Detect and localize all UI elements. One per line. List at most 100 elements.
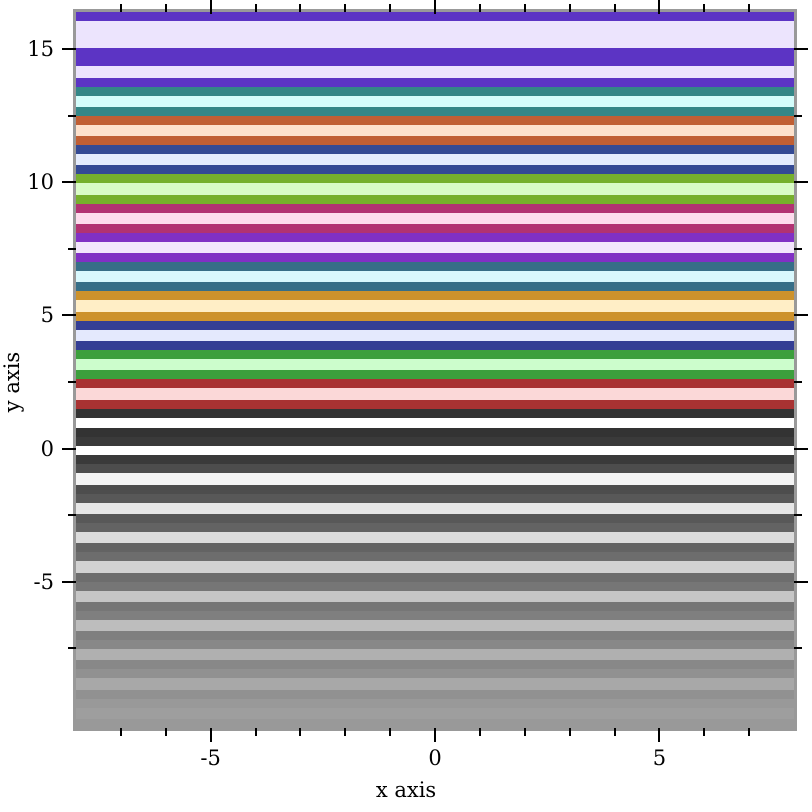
x-tick-minor-11 [748, 728, 751, 736]
x-tick-minor-9 [613, 728, 616, 736]
y-tick-minor-0 [68, 647, 76, 650]
x-tick-major-2 [658, 728, 661, 742]
x-tick-major-1 [434, 728, 436, 742]
y-tick-minor-right-3 [794, 247, 802, 250]
x-tick-minor-top-9 [613, 4, 616, 12]
band-edge-bottom-13 [76, 341, 794, 351]
band-edge-bottom-19 [76, 165, 794, 175]
band-edge-top-12 [76, 350, 794, 360]
band-9 [76, 436, 794, 465]
x-tick-minor-4 [344, 728, 347, 736]
x-tick-minor-top-5 [389, 4, 392, 12]
x-tick-major-top-1 [434, 0, 436, 14]
band-edge-bottom-17 [76, 223, 794, 233]
band-edge-bottom-10 [76, 427, 794, 437]
band-edge-top-10 [76, 408, 794, 418]
band-edge-bottom-9 [76, 455, 794, 465]
y-tick-major-right-2 [794, 314, 808, 317]
y-tick-label-3: 10 [27, 170, 54, 195]
band-edge-bottom-21 [76, 106, 794, 116]
y-tick-label-0: -5 [33, 569, 54, 594]
y-tick-major-0 [62, 580, 76, 583]
x-tick-minor-top-2 [254, 4, 257, 12]
band-edge-top-20 [76, 115, 794, 125]
band-edge-top-18 [76, 174, 794, 184]
band-edge-top-17 [76, 203, 794, 213]
band-edge-top-6 [76, 523, 794, 533]
band-19 [76, 145, 794, 175]
y-tick-major-right-0 [794, 580, 808, 583]
band-edge-top-2 [76, 640, 794, 650]
y-tick-minor-right-0 [794, 647, 802, 650]
band-edge-top-19 [76, 145, 794, 155]
x-tick-minor-0 [119, 728, 122, 736]
band-11 [76, 379, 794, 409]
band-edge-top-23 [76, 12, 794, 21]
band-2 [76, 640, 794, 670]
band-7 [76, 493, 794, 524]
band-edge-top-15 [76, 262, 794, 272]
x-tick-minor-7 [523, 728, 526, 736]
x-tick-minor-1 [164, 728, 167, 736]
band-22 [76, 57, 794, 87]
x-tick-minor-top-8 [568, 4, 571, 12]
y-tick-label-2: 5 [40, 303, 54, 328]
band-edge-bottom-14 [76, 311, 794, 321]
band-3 [76, 610, 794, 641]
band-4 [76, 581, 794, 611]
x-tick-minor-10 [703, 728, 706, 736]
y-tick-label-1: 0 [40, 436, 54, 461]
y-tick-minor-4 [68, 114, 76, 117]
band-10 [76, 408, 794, 437]
band-edge-bottom-2 [76, 660, 794, 670]
y-tick-minor-1 [68, 514, 76, 517]
band-edge-top-7 [76, 493, 794, 503]
axis-spine-right [794, 9, 797, 731]
band-20 [76, 115, 794, 146]
band-12 [76, 350, 794, 380]
x-tick-minor-top-7 [523, 4, 526, 12]
band-1 [76, 669, 794, 699]
band-8 [76, 464, 794, 494]
band-edge-bottom-6 [76, 543, 794, 553]
band-edge-bottom-7 [76, 514, 794, 524]
band-23 [76, 12, 794, 58]
band-edge-top-11 [76, 379, 794, 389]
band-edge-top-3 [76, 610, 794, 620]
band-edge-top-21 [76, 86, 794, 96]
x-tick-minor-3 [299, 728, 302, 736]
band-edge-top-4 [76, 581, 794, 591]
y-tick-major-right-1 [794, 447, 808, 450]
band-13 [76, 320, 794, 351]
x-tick-major-top-2 [658, 0, 661, 14]
band-edge-bottom-1 [76, 689, 794, 699]
y-tick-major-4 [62, 48, 76, 51]
x-axis-label: x axis [375, 778, 437, 802]
band-18 [76, 174, 794, 204]
x-tick-major-0 [209, 728, 212, 742]
band-21 [76, 86, 794, 116]
band-edge-bottom-0 [76, 718, 794, 728]
band-edge-bottom-22 [76, 77, 794, 87]
band-edge-top-0 [76, 698, 794, 708]
y-tick-major-1 [62, 447, 76, 450]
y-tick-minor-right-2 [794, 380, 802, 383]
band-edge-top-9 [76, 436, 794, 446]
band-edge-bottom-4 [76, 601, 794, 611]
band-edge-bottom-8 [76, 484, 794, 494]
band-edge-bottom-11 [76, 399, 794, 409]
y-tick-major-3 [62, 181, 76, 184]
axis-spine-left [73, 9, 76, 731]
x-tick-label-2: 5 [652, 746, 667, 770]
y-tick-major-right-4 [794, 48, 808, 51]
band-14 [76, 291, 794, 321]
band-edge-top-13 [76, 320, 794, 330]
x-tick-minor-top-4 [344, 4, 347, 12]
x-tick-minor-top-11 [748, 4, 751, 12]
y-tick-major-right-3 [794, 181, 808, 184]
x-tick-minor-6 [478, 728, 481, 736]
band-edge-top-16 [76, 232, 794, 242]
band-edge-bottom-5 [76, 572, 794, 582]
x-tick-label-0: -5 [200, 746, 221, 770]
